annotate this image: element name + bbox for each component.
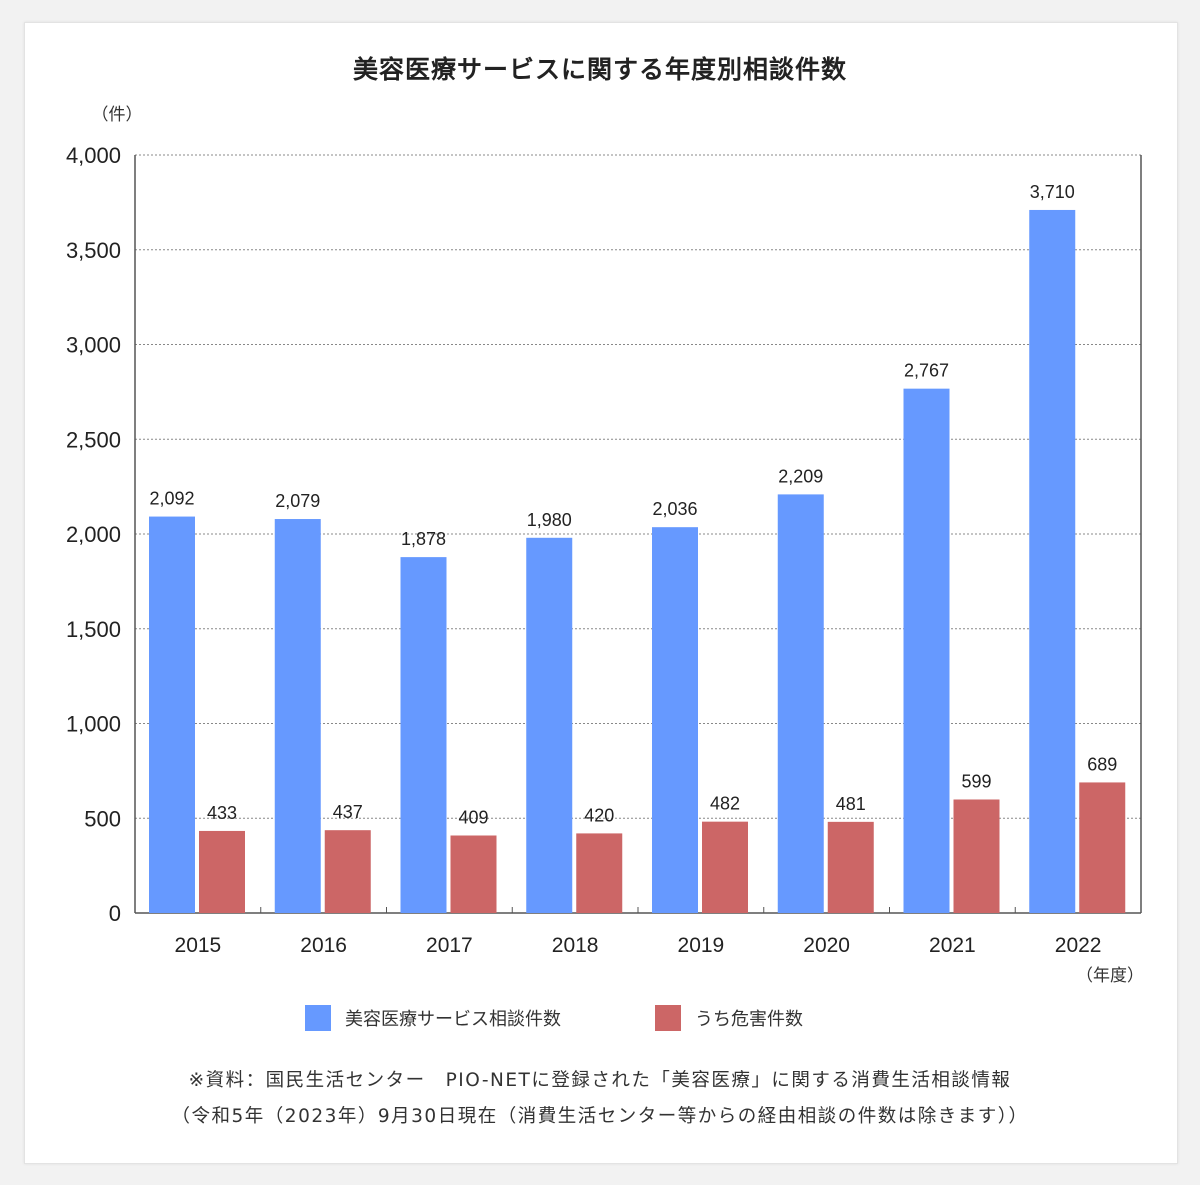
x-tick-label: 2021 bbox=[929, 934, 976, 957]
bar-harm bbox=[702, 821, 748, 913]
data-label-harm: 599 bbox=[961, 771, 991, 791]
x-tick-label: 2019 bbox=[678, 934, 725, 957]
x-axis-unit: （年度） bbox=[1076, 966, 1144, 985]
bar-consultations bbox=[149, 516, 195, 913]
legend-swatch-harm bbox=[655, 1005, 681, 1031]
data-label-consultations: 2,092 bbox=[149, 489, 194, 509]
bar-harm bbox=[324, 830, 371, 913]
data-label-harm: 482 bbox=[710, 794, 740, 814]
legend-label-consultations: 美容医療サービス相談件数 bbox=[345, 1009, 561, 1030]
data-label-harm: 420 bbox=[584, 805, 614, 825]
data-label-harm: 409 bbox=[458, 807, 488, 827]
data-label-consultations: 2,767 bbox=[904, 361, 949, 381]
bar-harm bbox=[953, 799, 1000, 913]
bar-consultations bbox=[777, 494, 824, 913]
legend-label-harm: うち危害件数 bbox=[695, 1009, 803, 1030]
x-tick-label: 2018 bbox=[552, 934, 599, 957]
x-tick-label: 2017 bbox=[426, 934, 473, 957]
data-label-harm: 481 bbox=[836, 794, 866, 814]
y-tick-label: 2,000 bbox=[66, 522, 121, 547]
legend-item-harm: うち危害件数 bbox=[655, 1005, 803, 1031]
data-label-consultations: 1,878 bbox=[401, 529, 446, 549]
data-label-consultations: 2,079 bbox=[275, 491, 320, 511]
y-tick-label: 3,500 bbox=[66, 238, 121, 263]
data-label-consultations: 2,209 bbox=[778, 466, 823, 486]
chart-card bbox=[24, 22, 1178, 1164]
legend-swatch-consultations bbox=[305, 1005, 331, 1031]
y-tick-label: 0 bbox=[109, 901, 121, 926]
y-tick-label: 4,000 bbox=[66, 143, 121, 168]
y-tick-label: 1,000 bbox=[66, 712, 121, 737]
source-note: ※資料：国民生活センター PIO-NETに登録された「美容医療」に関する消費生活… bbox=[188, 1070, 1012, 1091]
data-label-harm: 689 bbox=[1087, 754, 1117, 774]
bar-harm bbox=[199, 830, 245, 913]
bar-harm bbox=[1079, 782, 1126, 913]
bar-harm bbox=[576, 833, 623, 913]
bar-consultations bbox=[526, 537, 573, 913]
data-label-consultations: 3,710 bbox=[1030, 182, 1075, 202]
x-tick-label: 2022 bbox=[1055, 934, 1102, 957]
x-tick-label: 2015 bbox=[175, 934, 222, 957]
bar-chart: 0 500 1,000 1,500 2,000 2,500 3,000 3,500 4,000 （… bbox=[66, 105, 1144, 985]
data-label-consultations: 2,036 bbox=[652, 499, 697, 519]
bar-consultations bbox=[903, 388, 950, 913]
chart-legend: 美容医療サービス相談件数 うち危害件数 bbox=[0, 1005, 1200, 1035]
bar-harm bbox=[450, 835, 497, 913]
data-label-harm: 437 bbox=[333, 802, 363, 822]
x-tick-label: 2016 bbox=[300, 934, 347, 957]
y-tick-label: 2,500 bbox=[66, 427, 121, 452]
y-tick-label: 3,000 bbox=[66, 333, 121, 358]
legend-item-consultations: 美容医療サービス相談件数 bbox=[305, 1005, 561, 1031]
source-note-date: （令和5年（2023年）9月30日現在（消費生活センター等からの経由相談の件数は… bbox=[171, 1106, 1029, 1127]
bar-consultations bbox=[652, 527, 698, 913]
chart-title: 美容医療サービスに関する年度別相談件数 bbox=[352, 55, 847, 84]
y-tick-label: 500 bbox=[84, 806, 121, 831]
bar-consultations bbox=[274, 519, 321, 913]
data-label-harm: 433 bbox=[207, 803, 237, 823]
data-label-consultations: 1,980 bbox=[527, 510, 572, 530]
y-tick-label: 1,500 bbox=[66, 617, 121, 642]
bar-consultations bbox=[400, 557, 447, 913]
bar-consultations bbox=[1029, 209, 1076, 913]
y-axis-unit: （件） bbox=[92, 105, 143, 124]
x-tick-label: 2020 bbox=[803, 934, 850, 957]
bar-harm bbox=[827, 821, 874, 913]
